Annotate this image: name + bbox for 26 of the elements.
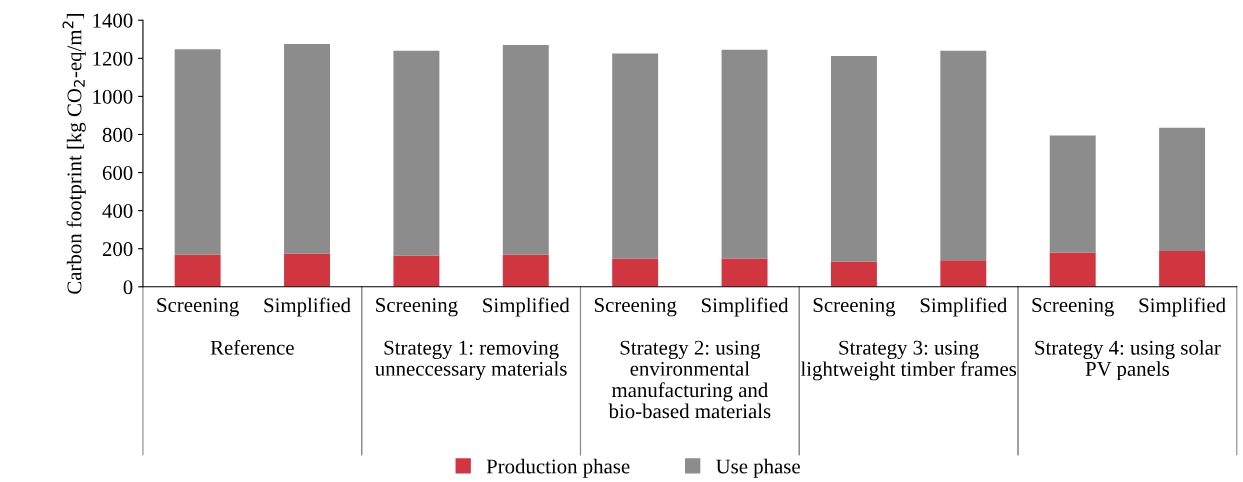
x-tick-label: Simplified: [701, 297, 789, 317]
y-tick-label: 400: [102, 204, 133, 219]
text: Reference: [210, 339, 294, 355]
x-tick-label: Simplified: [264, 297, 351, 317]
x-tick-label: Simplified: [483, 297, 570, 317]
legend-label: Use phase: [716, 458, 800, 478]
text: Strategy 2: using environmental manufacturing and bio-based materials: [608, 340, 771, 419]
x-tick-label: Screening: [376, 298, 458, 317]
y-tick-label: 600: [102, 165, 133, 180]
x-tick-label: Screening: [594, 298, 677, 317]
y-tick-label: 0: [123, 280, 133, 295]
y-tick-label: 1400: [93, 13, 133, 28]
y-tick-label: 200: [102, 242, 133, 257]
text: Strategy 1: removing unneccessary materials: [375, 340, 567, 381]
y-tick-label: 1200: [93, 51, 133, 66]
text: Strategy 4: using solar PV panels: [1035, 340, 1221, 381]
x-tick-label: Simplified: [1139, 297, 1226, 317]
text: Strategy 3: using lightweight timber frames: [800, 340, 1017, 381]
y-tick-label: 1000: [93, 89, 133, 104]
x-tick-label: Screening: [1032, 298, 1114, 317]
y-axis-title: Carbon footprint [kg CO$_{2}$-eq/m$^{2}$]: [62, 14, 86, 294]
y-tick-label: 800: [102, 127, 133, 142]
legend-label: Production phase: [486, 458, 630, 478]
x-tick-label: Screening: [813, 298, 896, 317]
x-tick-label: Simplified: [920, 297, 1008, 317]
x-tick-label: Screening: [157, 298, 239, 317]
